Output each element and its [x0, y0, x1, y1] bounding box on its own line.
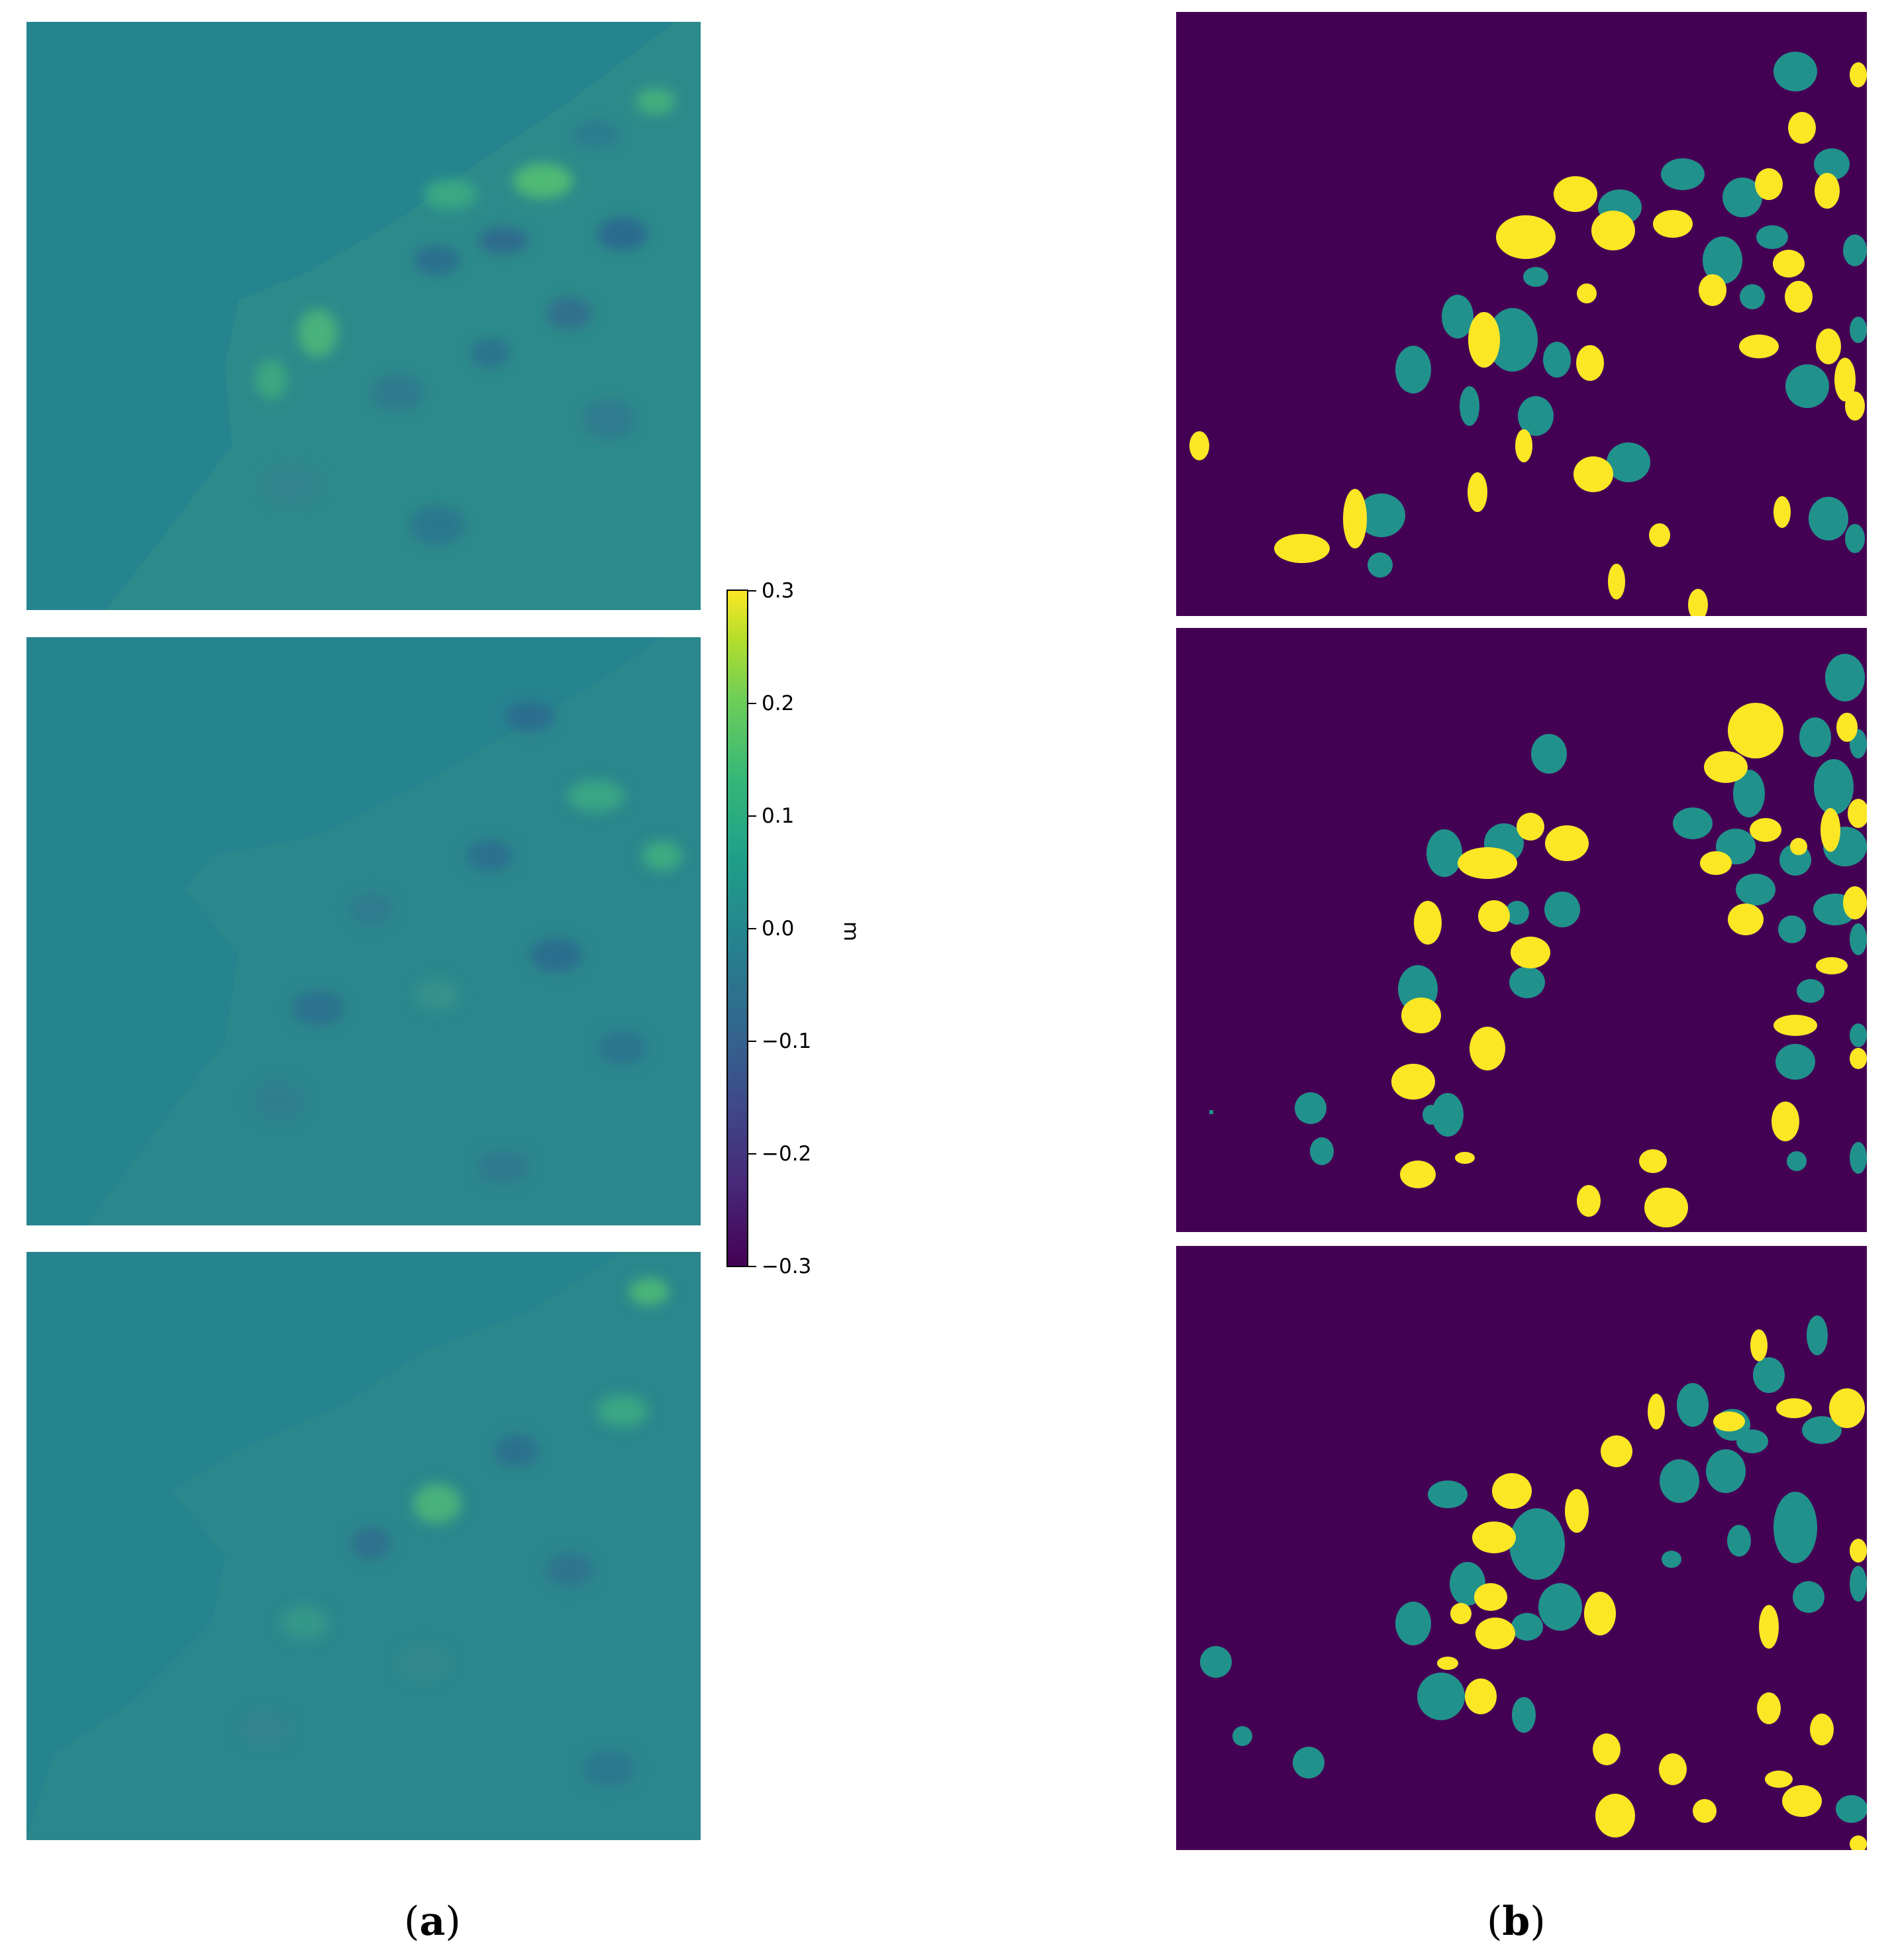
colorbar-tick	[748, 703, 756, 704]
colorbar-tick-label: −0.3	[762, 1255, 812, 1278]
colorbar-tick	[748, 1041, 756, 1042]
colorbar-tick-label: 0.0	[762, 917, 795, 941]
colorbar-tick-label: −0.2	[762, 1142, 812, 1166]
colorbar-tick	[748, 590, 756, 592]
colorbar-tick	[748, 1153, 756, 1155]
displacement-map-3	[26, 1252, 701, 1840]
mask-map-2	[1176, 628, 1867, 1232]
colorbar-tick	[748, 1266, 756, 1267]
colorbar-tick-label: 0.2	[762, 692, 795, 715]
colorbar-tick-label: −0.1	[762, 1029, 812, 1053]
colorbar-tick-label: 0.3	[762, 579, 795, 603]
colorbar-unit-label: m	[839, 921, 864, 942]
mask-map-1	[1176, 12, 1867, 616]
colorbar-tick-label: 0.1	[762, 804, 795, 828]
mask-map-3	[1176, 1246, 1867, 1850]
caption-a: (a)	[404, 1898, 461, 1945]
colorbar-tick	[748, 815, 756, 817]
caption-b: (b)	[1487, 1898, 1546, 1945]
colorbar	[726, 590, 748, 1267]
displacement-map-1	[26, 22, 701, 610]
colorbar-tick	[748, 928, 756, 929]
displacement-map-2	[26, 637, 701, 1225]
